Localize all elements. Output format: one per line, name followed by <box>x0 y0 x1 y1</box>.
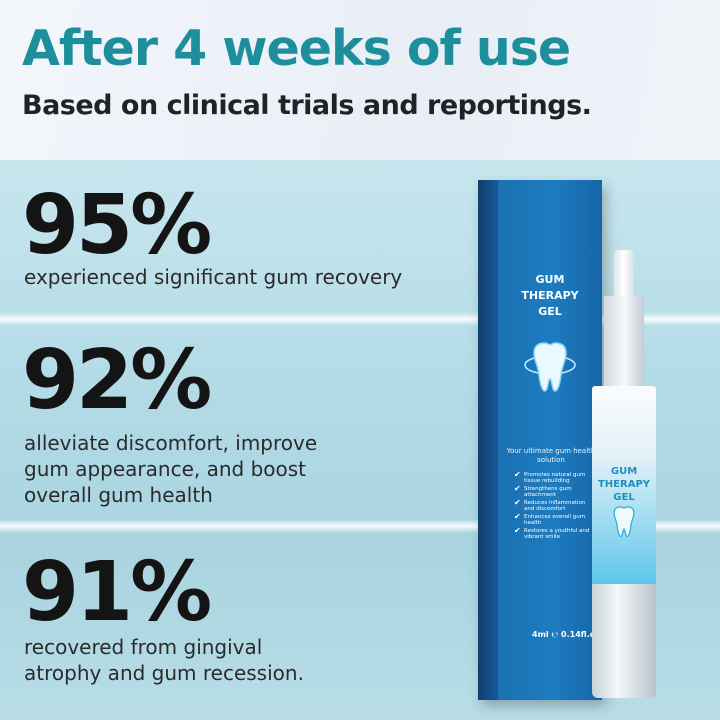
check-icon: ✔ <box>514 470 521 479</box>
stat-value: 95% <box>22 178 212 273</box>
check-icon: ✔ <box>514 526 521 535</box>
check-icon: ✔ <box>514 512 521 521</box>
stat-value: 91% <box>22 545 212 640</box>
stat-text: alleviate discomfort, improve gum appear… <box>24 431 318 507</box>
benefit-text: Enhances overall gum health <box>524 514 586 526</box>
benefit-text: Reduces inflammation and discomfort <box>524 500 586 512</box>
stat-text: experienced significant gum recovery <box>24 265 403 289</box>
benefit-item: ✔ Promotes natural gum tissue rebuilding <box>514 471 596 485</box>
check-icon: ✔ <box>514 484 521 493</box>
box-title-line: GUM <box>535 273 565 286</box>
pen-title-line: GUM <box>610 466 638 477</box>
tooth-icon <box>524 342 576 392</box>
box-tagline: Your ultimate gum health solution <box>506 447 596 464</box>
pen-neck <box>604 296 644 388</box>
pen-base <box>592 584 656 698</box>
tooth-icon <box>613 506 635 538</box>
benefit-item: ✔ Restores a youthful and vibrant smile <box>514 527 596 541</box>
pen-title: GUM THERAPY GEL <box>592 465 656 504</box>
subheadline: Based on clinical trials and reportings. <box>22 90 592 121</box>
product-box-side <box>478 180 498 700</box>
product-box <box>478 180 602 700</box>
header-background <box>0 0 720 160</box>
pen-title-line: GEL <box>613 492 635 503</box>
benefit-text: Strengthens gum attachment <box>524 486 572 498</box>
pen-title-line: THERAPY <box>597 479 651 490</box>
box-title-line: GEL <box>538 305 562 318</box>
stat-value: 92% <box>22 333 212 428</box>
benefit-item: ✔ Enhances overall gum health <box>514 513 596 527</box>
volume-label: 4ml ℮ 0.14fl.oz <box>532 630 600 639</box>
pen-body <box>592 386 656 586</box>
benefit-text: Promotes natural gum tissue rebuilding <box>524 472 586 484</box>
headline: After 4 weeks of use <box>22 20 571 77</box>
check-icon: ✔ <box>514 498 521 507</box>
benefit-item: ✔ Reduces inflammation and discomfort <box>514 499 596 513</box>
benefit-item: ✔ Strengthens gum attachment <box>514 485 596 499</box>
box-title-line: THERAPY <box>521 289 579 302</box>
benefit-text: Restores a youthful and vibrant smile <box>524 528 590 540</box>
box-title: GUM THERAPY GEL <box>500 272 600 320</box>
stat-text: recovered from gingival atrophy and gum … <box>24 635 304 685</box>
pen-applicator-tip <box>614 250 634 300</box>
